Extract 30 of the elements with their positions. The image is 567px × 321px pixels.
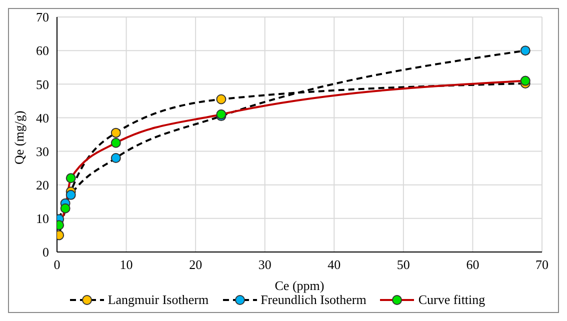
x-axis-title: Ce (ppm) — [274, 278, 324, 293]
y-tick-label: 30 — [36, 144, 49, 159]
x-tick-label: 50 — [396, 257, 410, 272]
x-tick-label: 40 — [328, 257, 341, 272]
point — [520, 76, 530, 86]
y-tick-label: 50 — [36, 76, 49, 92]
point — [60, 203, 70, 214]
legend-label: Freundlich Isotherm — [260, 292, 366, 308]
y-tick-label: 60 — [36, 43, 49, 58]
legend-label: Curve fitting — [417, 292, 486, 308]
point — [216, 94, 226, 104]
point — [66, 190, 76, 200]
point — [520, 46, 530, 56]
y-tick-label: 0 — [42, 244, 49, 260]
x-tick-label: 70 — [536, 257, 548, 272]
point — [110, 138, 121, 148]
y-tick-label: 70 — [36, 10, 49, 25]
x-tick-label: 10 — [120, 257, 133, 272]
point — [110, 128, 121, 138]
y-axis-title: Qe (mg/g) — [12, 110, 27, 164]
x-tick-label: 20 — [189, 257, 202, 272]
point — [66, 173, 76, 184]
x-tick-label: 60 — [466, 257, 480, 272]
y-tick-label: 10 — [36, 211, 49, 226]
x-tick-label: 30 — [258, 257, 272, 272]
legend-label: Langmuir Isotherm — [106, 292, 209, 308]
y-tick-label: 20 — [36, 177, 49, 192]
y-tick-label: 40 — [36, 110, 49, 126]
x-tick-label: 0 — [54, 257, 60, 272]
point — [110, 153, 121, 163]
